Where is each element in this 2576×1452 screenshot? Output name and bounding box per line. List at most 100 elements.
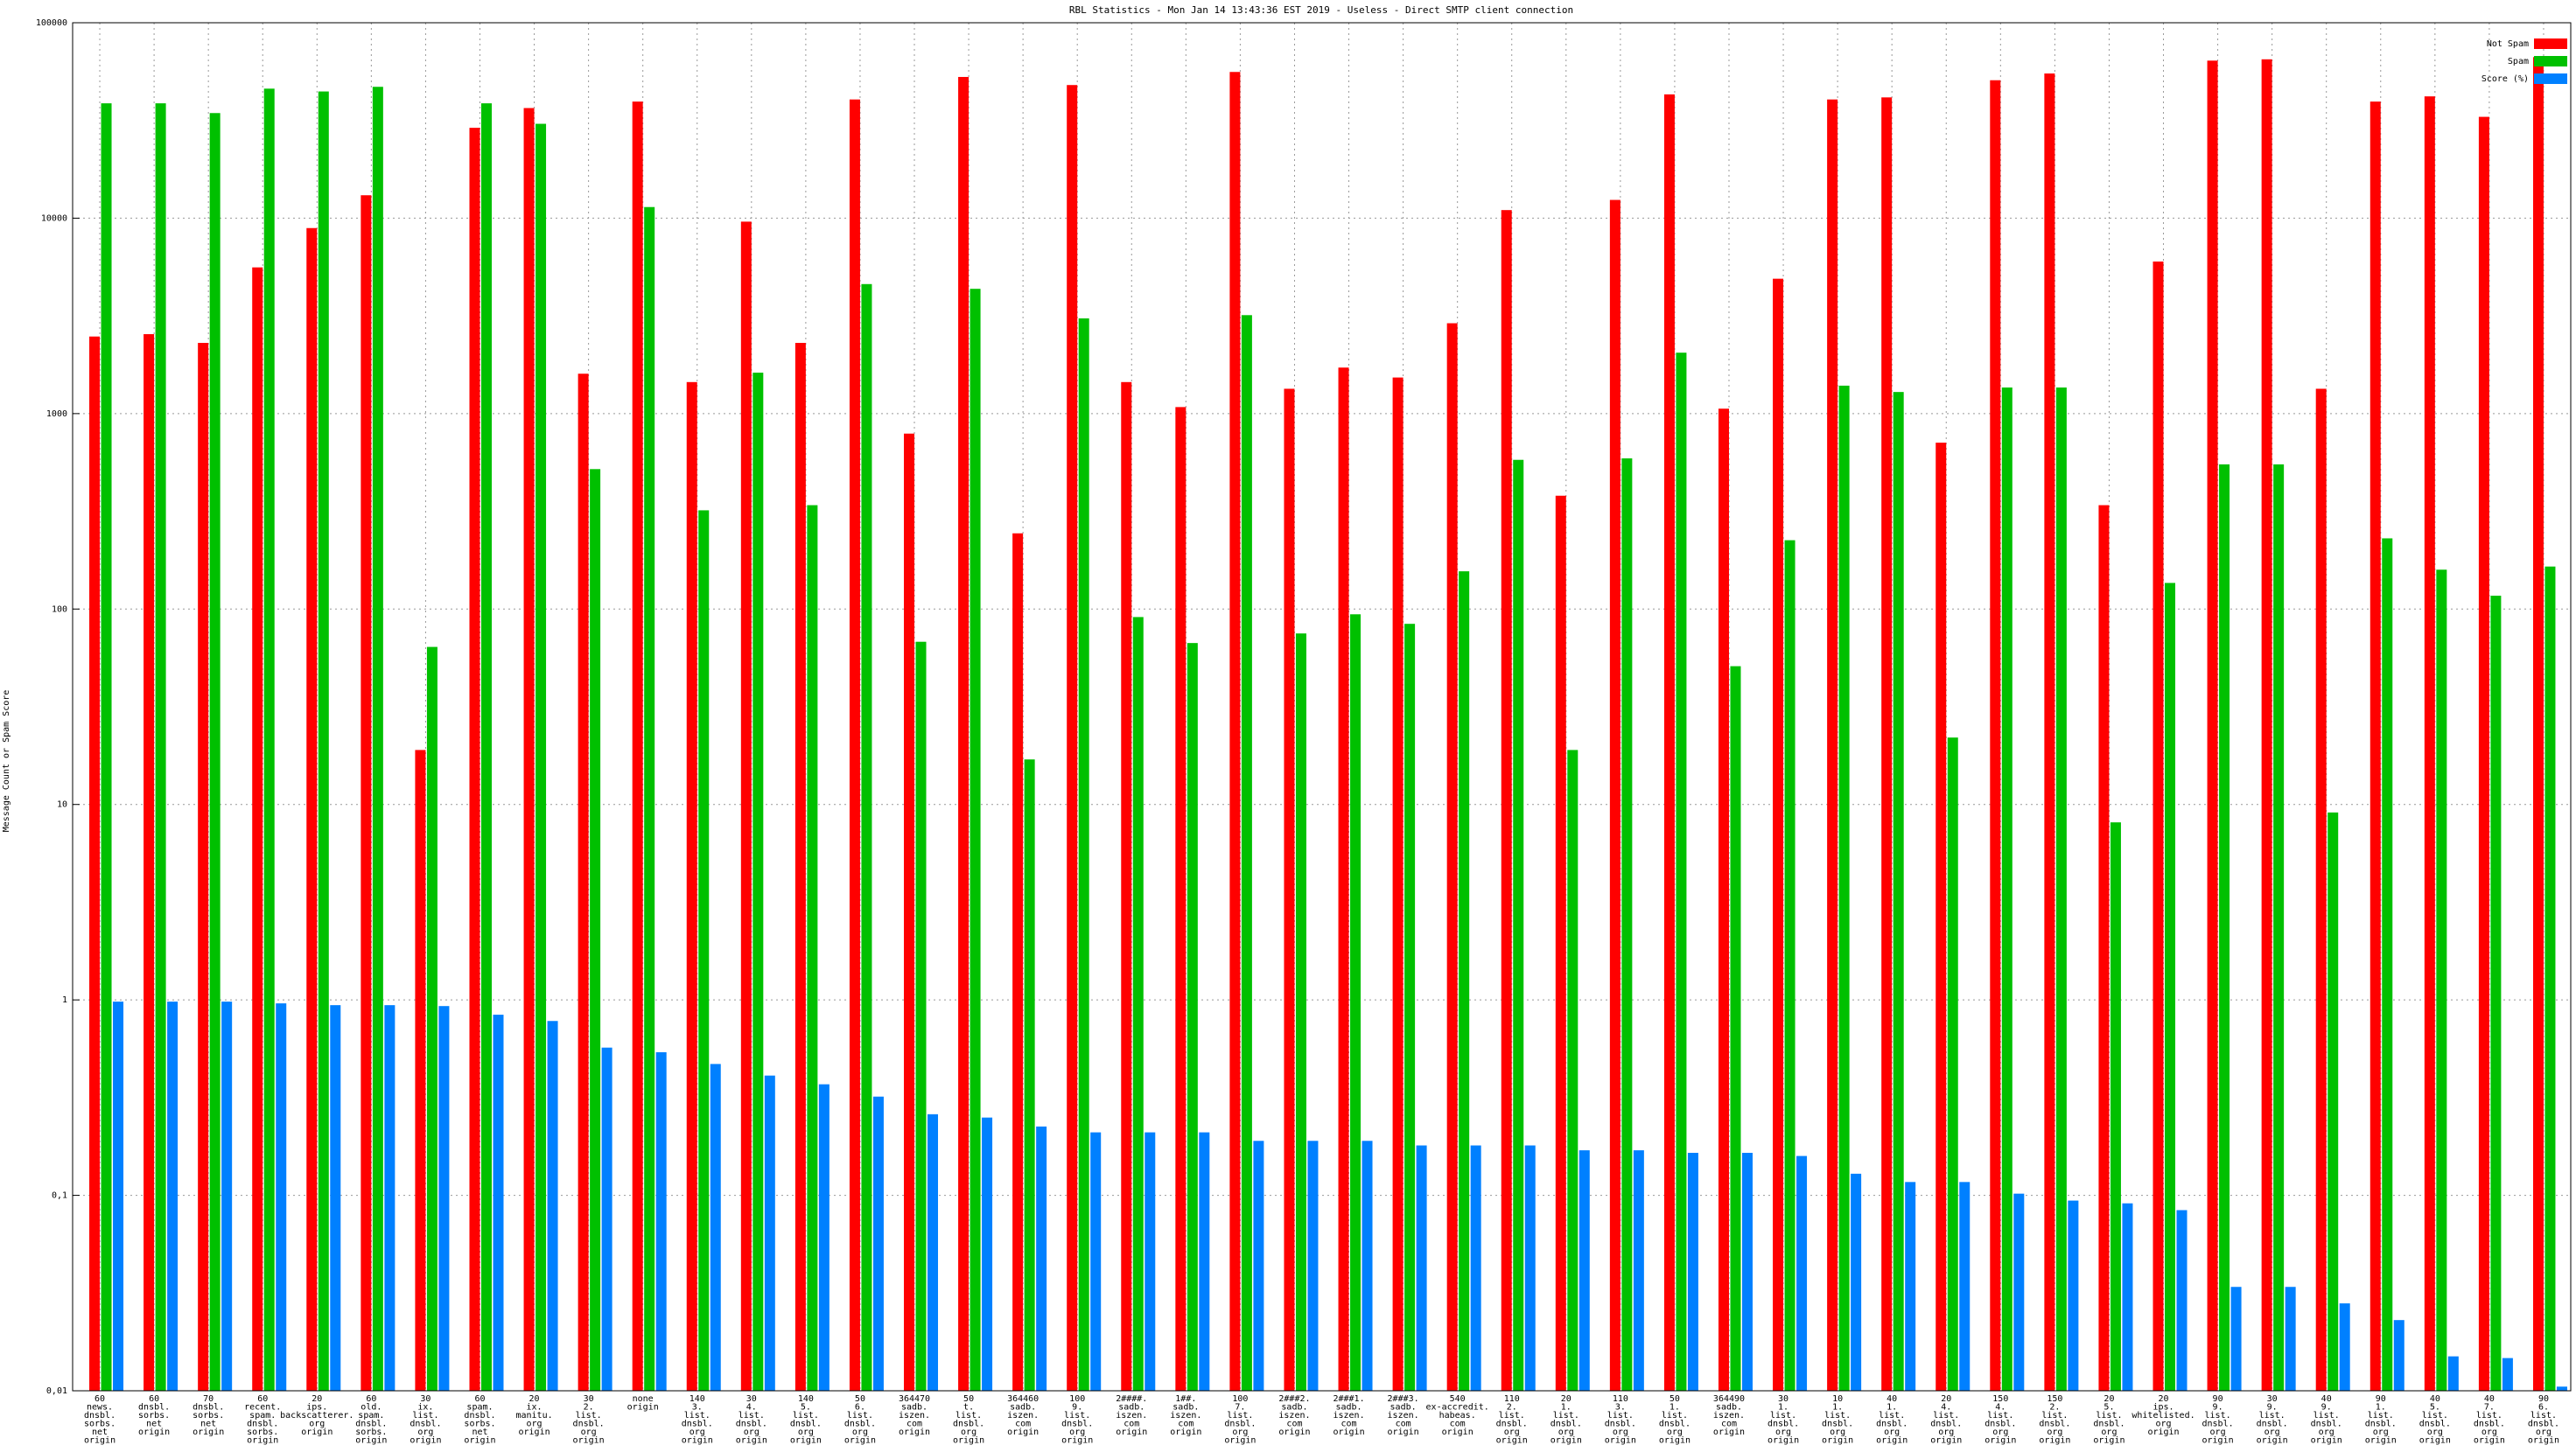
bar (928, 1113, 939, 1391)
x-tick-label-line: origin (355, 1436, 387, 1446)
bar (306, 227, 318, 1391)
x-tick-label: 364490 sadb. iszen. com origin (1713, 1394, 1745, 1437)
legend-swatch (2534, 56, 2567, 66)
x-tick-label-line: org (1992, 1428, 2008, 1437)
bar (1416, 1145, 1427, 1391)
x-tick-label-line: sorbs. (192, 1411, 224, 1421)
bar (1827, 99, 1838, 1391)
x-tick-label-line: dnsbl. (138, 1403, 170, 1413)
x-tick-label-line: origin (1333, 1428, 1364, 1437)
y-tick-label: 1000 (46, 409, 67, 419)
x-tick-label-line: com (1178, 1420, 1194, 1429)
x-tick-label-line: 40 (1886, 1394, 1897, 1404)
x-tick-label: 364460 sadb. iszen. com origin (1007, 1394, 1039, 1437)
bar (1947, 737, 1958, 1391)
x-tick-label-line: com (1396, 1420, 1411, 1429)
x-tick-label-line: 140 (798, 1394, 814, 1404)
bar (2436, 569, 2447, 1391)
x-tick-label-line: org (2319, 1428, 2334, 1437)
x-tick-label-line: dnsbl. (1605, 1420, 1636, 1429)
bar (632, 101, 643, 1392)
x-tick-label-line: origin (138, 1428, 170, 1437)
bar (2001, 387, 2012, 1391)
x-tick-label-line: 5. (2104, 1403, 2114, 1413)
x-tick-label: 110 2. list. dnsbl. org origin (1496, 1394, 1528, 1446)
bar (480, 103, 492, 1391)
x-tick-label-line: habeas. (1439, 1411, 1476, 1421)
legend-label: Spam (2508, 57, 2529, 66)
x-tick-label-line: ix. (417, 1403, 433, 1413)
x-tick-label-line: origin (301, 1428, 332, 1437)
x-tick-label-line: dnsbl. (2257, 1420, 2288, 1429)
x-tick-label-line: origin (1930, 1436, 1962, 1446)
x-tick-label: 70 dnsbl. sorbs. net origin (192, 1394, 224, 1437)
bar (818, 1084, 830, 1391)
x-tick-label-line: org (1558, 1428, 1574, 1437)
bar (360, 195, 372, 1391)
x-tick-label-line: 20 (312, 1394, 322, 1404)
x-tick-label-line: dnsbl. (2039, 1420, 2070, 1429)
plot-frame (72, 22, 2572, 1392)
bar (1470, 1145, 1481, 1391)
bar (904, 433, 915, 1391)
x-tick-label-line: iszen. (899, 1411, 930, 1421)
x-tick-label-line: list. (1499, 1411, 1525, 1421)
x-tick-label-line: list. (2205, 1411, 2231, 1421)
x-tick-label-line: sadb. (1010, 1403, 1036, 1413)
x-tick-label-line: 50 (1670, 1394, 1680, 1404)
x-tick-label-line: sadb. (1281, 1403, 1307, 1413)
x-tick-label-line: 6. (2538, 1403, 2549, 1413)
x-tick-label-line: dnsbl. (1984, 1420, 2016, 1429)
x-tick-label-line: 50 (855, 1394, 865, 1404)
x-tick-label-line: org (2210, 1428, 2226, 1437)
x-tick-label-line: 10 (1832, 1394, 1843, 1404)
bar (1078, 318, 1089, 1392)
x-tick-label-line: 20 (2158, 1394, 2168, 1404)
x-tick-label-line: 20 (529, 1394, 540, 1404)
x-tick-label-line: manitu. (515, 1411, 552, 1421)
x-tick-label: 40 7. list. dnsbl. org origin (2474, 1394, 2505, 1446)
bar (113, 1002, 124, 1391)
x-tick-label-line: origin (1224, 1436, 1256, 1446)
x-tick-label-line: origin (2093, 1436, 2124, 1446)
x-tick-label: 50 t. list. dnsbl. org origin (953, 1394, 984, 1446)
x-tick-label-line: list. (1227, 1411, 1253, 1421)
x-tick-label-line: 110 (1613, 1394, 1628, 1404)
y-tick-label: 100 (52, 604, 67, 614)
x-tick-label-line: org (1830, 1428, 1845, 1437)
bar (252, 267, 263, 1391)
x-tick-label-line: 30 (746, 1394, 757, 1404)
x-tick-label-line: recent. (244, 1403, 281, 1413)
x-tick-label: 110 3. list. dnsbl. org origin (1605, 1394, 1636, 1446)
x-tick-label-line: org (1232, 1428, 1248, 1437)
x-tick-label-line: origin (627, 1403, 659, 1413)
bar (698, 510, 710, 1391)
x-tick-label: 20 5. list. dnsbl. org origin (2093, 1394, 2124, 1446)
x-tick-label-line: 1. (2376, 1403, 2386, 1413)
x-tick-label-line: 2###1. (1333, 1394, 1364, 1404)
x-tick-label-line: origin (1007, 1428, 1039, 1437)
x-tick-label: 140 3. list. dnsbl. org origin (682, 1394, 713, 1446)
bar (1959, 1182, 1970, 1391)
chart-title: RBL Statistics - Mon Jan 14 13:43:36 EST… (1069, 4, 1573, 16)
x-tick-label-line: origin (1061, 1436, 1093, 1446)
x-tick-label-line: org (1504, 1428, 1520, 1437)
x-tick-label-line: org (581, 1428, 597, 1437)
x-tick-label-line: com (1341, 1420, 1357, 1429)
x-tick-label-line: iszen. (1333, 1411, 1364, 1421)
bar (1295, 633, 1306, 1391)
x-tick-label-line: dnsbl. (1876, 1420, 1908, 1429)
x-tick-label: 30 ix. list. dnsbl. org origin (410, 1394, 441, 1446)
bar (1990, 80, 2001, 1391)
x-tick-label-line: origin (1116, 1428, 1147, 1437)
x-tick-label-line: ex-accredit. (1426, 1403, 1489, 1413)
x-tick-label-line: 20 (1941, 1394, 1951, 1404)
x-tick-label-line: 7. (1235, 1403, 1245, 1413)
x-tick-label-line: org (961, 1428, 976, 1437)
x-tick-label-line: 9. (2321, 1403, 2332, 1413)
x-tick-label-line: sadb. (1390, 1403, 1417, 1413)
x-tick-label-line: origin (2147, 1428, 2179, 1437)
x-tick-label-line: spam. (249, 1411, 276, 1421)
bar (263, 88, 275, 1392)
x-tick-label-line: net (472, 1428, 487, 1437)
